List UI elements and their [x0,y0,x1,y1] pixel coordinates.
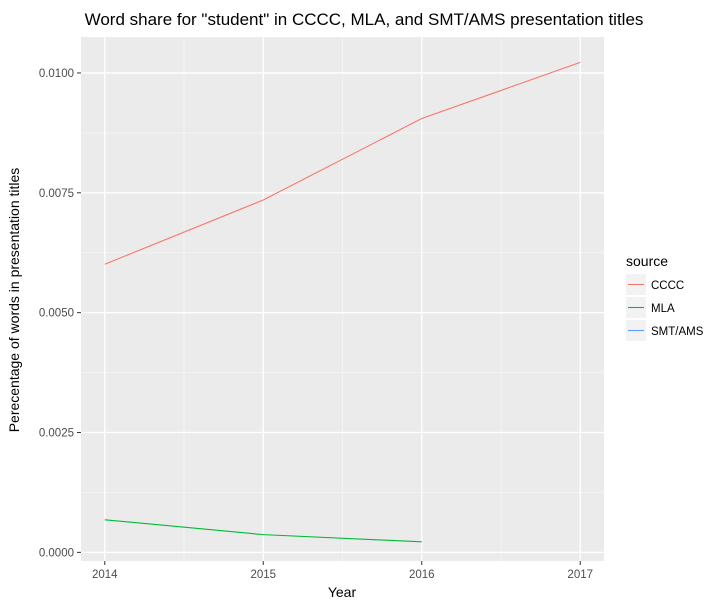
y-tick-label: 0.0050 [39,308,74,320]
legend-label-mla: MLA [651,303,675,315]
series-line-mla [104,519,422,543]
x-tick-label: 2014 [92,569,118,581]
minor-gridlines [81,37,604,561]
series-line-cccc [104,61,581,265]
y-tick-label: 0.0000 [39,547,74,559]
y-tick-label: 0.0025 [39,428,74,440]
series-lines [104,61,581,543]
x-axis: 2014 2015 2016 2017 [92,561,593,581]
y-axis: 0.0000 0.0025 0.0050 0.0075 0.0100 [39,68,81,559]
legend-title: source [626,253,668,269]
x-tick-label: 2016 [409,569,435,581]
chart-title: Word share for "student" in CCCC, MLA, a… [85,10,644,29]
legend-label-smt-ams: SMT/AMS [651,326,704,338]
x-axis-title: Year [328,584,357,600]
y-axis-title: Perecentage of words in presentation tit… [6,168,22,433]
x-tick-label: 2015 [250,569,276,581]
y-tick-label: 0.0075 [39,188,74,200]
major-gridlines [81,37,604,561]
legend: source CCCC MLA SMT/AMS [626,253,704,341]
legend-items: CCCC MLA SMT/AMS [626,274,704,341]
y-tick-label: 0.0100 [39,68,74,80]
x-tick-label: 2017 [567,569,593,581]
legend-label-cccc: CCCC [651,280,684,292]
